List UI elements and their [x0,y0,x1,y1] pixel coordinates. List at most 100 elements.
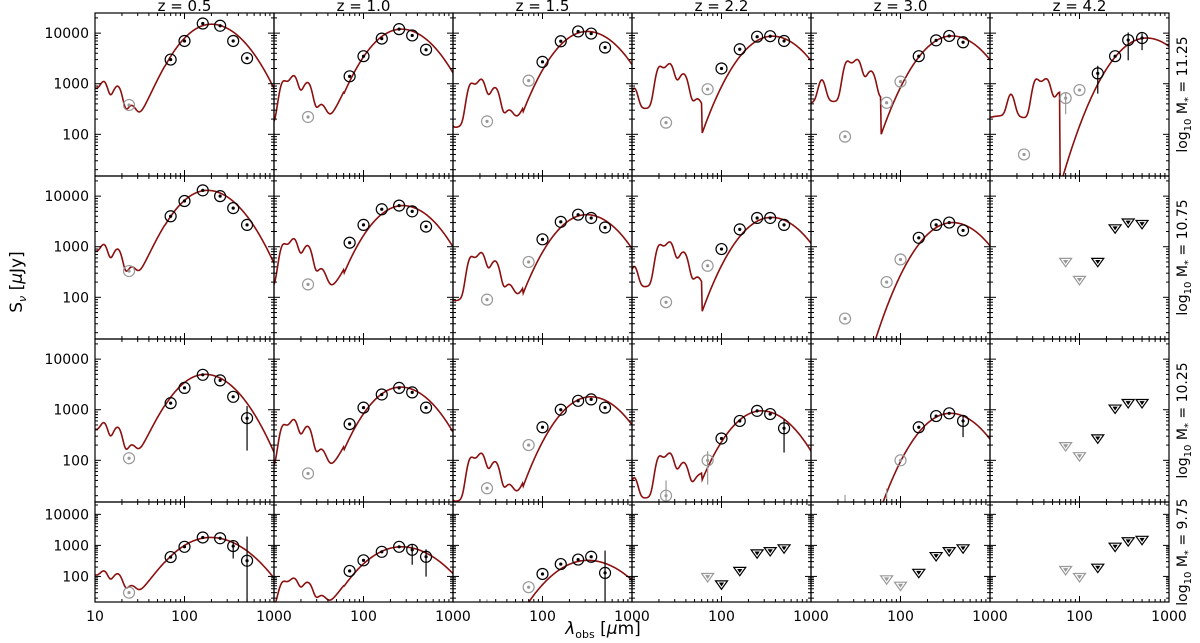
panel-frame [631,12,812,177]
x-tick-label: 100 [887,609,914,625]
data-point [956,414,970,438]
data-point [406,29,419,42]
panel-frame [631,175,812,340]
data-point [164,550,177,564]
data-point [196,184,209,197]
data-point [214,190,227,203]
panel-r0-c1 [273,12,454,177]
data-point [522,74,535,87]
data-point [164,53,177,66]
data-point [406,205,419,218]
data-point [164,397,177,410]
panel-r1-c3 [631,175,812,340]
data-point [536,233,549,246]
data-point [227,202,240,215]
data-point [122,586,136,599]
x-tick-label: 1000 [972,609,1008,625]
data-point [912,231,925,244]
data-point [419,549,433,577]
upper-limit-point [955,544,971,555]
panel-r1-c2 [452,175,633,340]
data-point [598,550,612,602]
data-point [343,564,356,578]
data-point [554,35,567,48]
row-labels: log10 M* = 11.25 log10 M* = 10.75 log10 M*… [1175,36,1194,605]
data-point [943,407,956,420]
y-tick-label: 100 [62,453,89,469]
sed-model-curve [95,23,274,113]
sed-model-curve [632,410,811,499]
panel-grid: 1001000100001001000100001001000100001001… [44,12,1187,625]
data-point [880,275,893,289]
panel-r1-c5 [989,175,1170,340]
panel-r0-c4 [810,12,991,177]
row-label: log10 M* = 9.75 [1175,498,1194,605]
sed-model-curve [811,35,990,135]
data-point [943,216,956,229]
data-point [301,278,315,291]
upper-limit-point [1058,442,1073,453]
sed-model-curve [274,28,453,122]
data-point [777,419,791,453]
data-point [178,34,191,48]
panel-frame [273,338,454,503]
y-tick-label: 1000 [53,403,89,419]
upper-limit-point [714,580,729,591]
x-axis-title: λobs [μm] [564,619,641,641]
data-point [343,70,356,83]
data-point [715,432,728,445]
upper-limit-point [1090,434,1105,445]
panel-r0-c3 [631,12,812,177]
sed-model-curve [632,216,811,312]
y-tick-label: 10000 [44,26,89,42]
data-point [1059,91,1072,115]
data-point [894,253,907,266]
data-point [178,540,191,553]
column-title: z = 3.0 [874,0,928,15]
data-point [122,98,136,112]
panel-frame [631,501,812,603]
data-point [764,211,777,225]
data-point [375,545,388,558]
y-tick-label: 100 [62,569,89,585]
data-point [930,218,943,232]
x-tick-label: 100 [350,609,377,625]
panel-r2-c4 [810,338,991,503]
upper-limit-point [1134,398,1150,409]
data-point [240,406,254,451]
axis-titles: λobs [μm] Sν [μJy] [7,251,641,641]
y-tick-label: 1000 [53,240,89,256]
data-point [522,255,535,269]
sed-model-curve [453,213,632,302]
x-tick-label: 1000 [435,609,471,625]
data-point [751,404,764,417]
y-tick-label: 10000 [44,352,89,368]
data-point [554,557,567,571]
data-point [764,30,777,43]
data-point [406,386,419,399]
sed-model-curve [990,37,1169,176]
data-point [844,494,846,502]
data-point [598,41,612,54]
data-point [301,110,315,124]
y-tick-label: 100 [62,127,89,143]
data-point [715,242,728,256]
upper-limit-point [928,551,944,562]
data-point [585,393,598,406]
row-label: log10 M* = 10.25 [1175,362,1194,478]
data-point [598,401,612,414]
panel-r2-c5 [989,338,1170,503]
data-point [357,218,370,232]
panel-r1-c0: 100 1000 10000 [44,175,275,340]
panel-frame [273,12,454,177]
data-point [659,296,673,309]
data-point [572,25,585,38]
row-label: log10 M* = 11.25 [1175,36,1194,152]
data-point [554,403,567,416]
data-point [715,62,728,75]
data-point [357,50,370,63]
data-point [393,540,406,553]
data-point [343,417,356,431]
sed-model-curve [453,30,632,129]
